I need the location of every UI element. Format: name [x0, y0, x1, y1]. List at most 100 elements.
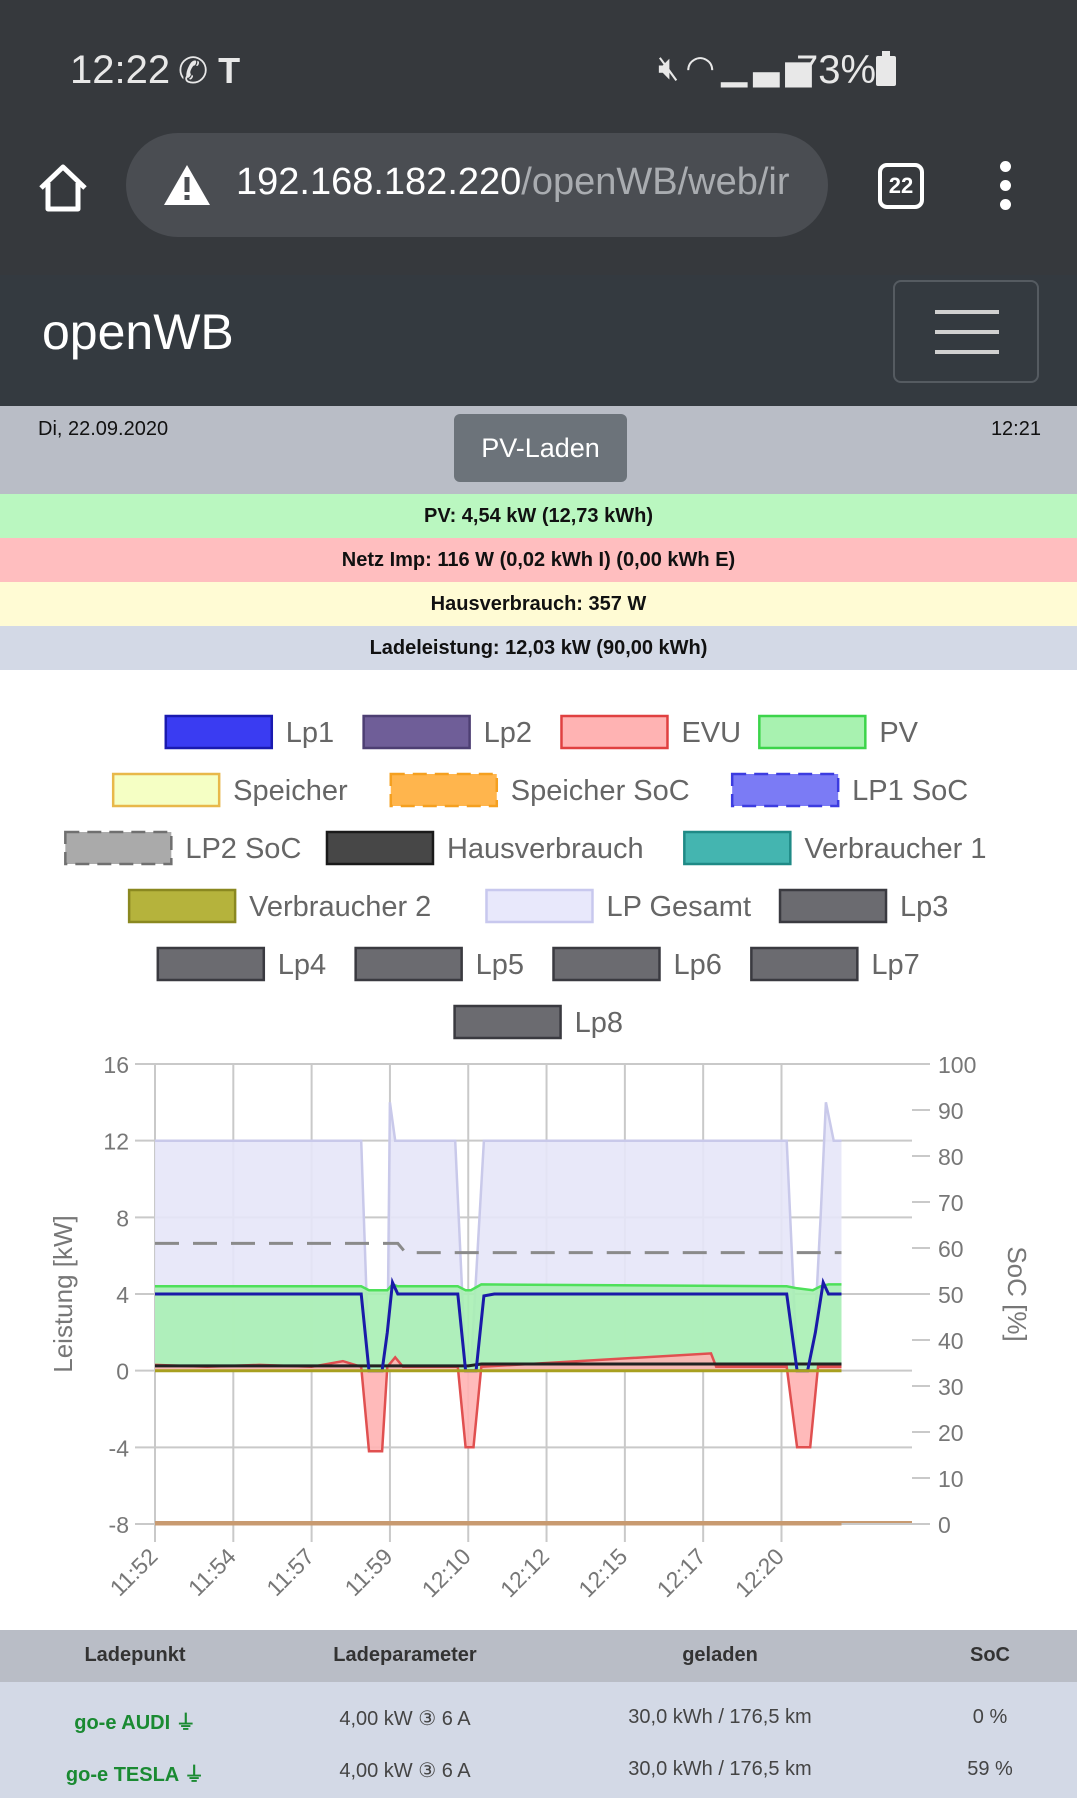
y2-tick-label: 50	[938, 1282, 964, 1308]
charge-mode-button[interactable]: PV-Laden	[454, 414, 627, 482]
legend-swatch-lp-gesamt	[485, 888, 594, 924]
legend-label[interactable]: Lp8	[575, 1007, 623, 1039]
legend-label[interactable]: PV	[879, 717, 918, 749]
legend-swatch-speicher	[111, 772, 221, 808]
y-tick-label: 0	[116, 1359, 129, 1385]
x-tick-label: 11:54	[183, 1543, 241, 1601]
y2-tick-label: 10	[938, 1466, 964, 1492]
current-time: 12:21	[990, 418, 1041, 440]
info-strip: Di, 22.09.2020 PV-Laden 12:21	[0, 406, 1077, 494]
soc-value: 0 %	[972, 1706, 1008, 1728]
wifi-icon: ◠	[685, 49, 722, 87]
legend-label[interactable]: Verbraucher 2	[249, 891, 431, 923]
legend-swatch-lp2-soc	[64, 830, 173, 866]
charged-energy: 30,0 kWh / 176,5 km	[628, 1706, 812, 1728]
legend-label[interactable]: Lp7	[871, 949, 919, 981]
charge-points-table-body: go-e AUDI ⏚ 4,00 kW ③ 6 A 30,0 kWh / 176…	[0, 1682, 1077, 1798]
y2-tick-label: 90	[938, 1098, 964, 1124]
legend-label[interactable]: Speicher	[233, 775, 348, 807]
x-tick-label: 12:20	[730, 1543, 789, 1602]
system-icons: 🔇︎◠▁▃▅	[658, 48, 818, 88]
y-tick-label: -4	[109, 1435, 130, 1461]
legend-label[interactable]: Speicher SoC	[511, 775, 690, 807]
series-hausverbrauch-line	[155, 1362, 842, 1368]
legend-swatch-lp5	[354, 946, 463, 982]
legend-swatch-lp8	[453, 1004, 562, 1040]
x-tick-label: 12:12	[495, 1543, 554, 1602]
x-tick-label: 11:52	[105, 1543, 163, 1601]
status-bar: 12:22 ✆T 🔇︎◠▁▃▅ 73%	[0, 0, 1077, 125]
legend-label[interactable]: LP2 SoC	[185, 833, 301, 865]
more-menu-icon[interactable]	[990, 161, 1020, 217]
status-time: 12:22	[70, 48, 171, 92]
hamburger-menu-button[interactable]	[893, 280, 1039, 383]
power-chart: Lp1 Lp2 EVU PV Speicher Speicher SoC LP1 SoC LP…	[0, 670, 1077, 1630]
y2-tick-label: 30	[938, 1374, 964, 1400]
legend-swatch-speicher-soc	[389, 772, 499, 808]
x-tick-label: 12:15	[573, 1543, 632, 1602]
house-consumption-summary: Hausverbrauch: 357 W	[0, 582, 1077, 626]
tab-count-button[interactable]: 22	[878, 163, 924, 209]
x-tick-label: 12:10	[417, 1543, 476, 1602]
address-bar[interactable]: 192.168.182.220/openWB/web/ir	[126, 133, 828, 237]
plug-icon: ⏚	[175, 1712, 196, 1734]
charge-point-name[interactable]: go-e AUDI ⏚	[74, 1712, 196, 1734]
y2-tick-label: 100	[938, 1052, 976, 1078]
hamburger-icon	[935, 310, 999, 314]
y2-tick-label: 20	[938, 1420, 964, 1446]
legend-swatch-lp2	[362, 714, 471, 750]
legend-swatch-lp7	[750, 946, 859, 982]
warning-icon[interactable]	[162, 163, 212, 207]
y-tick-label: 16	[103, 1052, 129, 1078]
grid-summary: Netz Imp: 116 W (0,02 kWh I) (0,00 kWh E…	[0, 538, 1077, 582]
legend-swatch-evu	[560, 714, 669, 750]
y2-tick-label: 80	[938, 1144, 964, 1170]
soc-value: 59 %	[967, 1758, 1013, 1780]
y2-tick-label: 70	[938, 1190, 964, 1216]
y-tick-label: 8	[116, 1205, 129, 1231]
charge-params: 4,00 kW ③ 6 A	[339, 1708, 471, 1730]
y-tick-label: -8	[109, 1512, 129, 1538]
url-text[interactable]: 192.168.182.220/openWB/web/ir	[236, 161, 790, 204]
home-icon[interactable]	[36, 161, 90, 215]
header-ladeparameter: Ladeparameter	[333, 1644, 477, 1666]
charge-params: 4,00 kW ③ 6 A	[339, 1760, 471, 1782]
tesla-icon: T	[218, 50, 251, 91]
legend-swatch-verbraucher-1	[683, 830, 792, 866]
legend-label[interactable]: Hausverbrauch	[447, 833, 644, 865]
legend-label[interactable]: Lp2	[484, 717, 532, 749]
legend-swatch-hausverbrauch	[325, 830, 435, 866]
app-brand[interactable]: openWB	[42, 304, 234, 360]
browser-toolbar: 192.168.182.220/openWB/web/ir 22	[0, 125, 1077, 275]
y2-tick-label: 40	[938, 1328, 964, 1354]
series-evu-area	[155, 1353, 842, 1452]
legend-label[interactable]: Lp1	[286, 717, 334, 749]
legend-label[interactable]: Lp5	[476, 949, 524, 981]
legend-label[interactable]: LP Gesamt	[606, 891, 751, 923]
legend-label[interactable]: Lp3	[900, 891, 948, 923]
plug-icon: ⏚	[184, 1764, 205, 1786]
y2-tick-label: 60	[938, 1236, 964, 1262]
charging-power-summary: Ladeleistung: 12,03 kW (90,00 kWh)	[0, 626, 1077, 670]
legend-label[interactable]: Lp4	[278, 949, 326, 981]
legend-label[interactable]: LP1 SoC	[852, 775, 968, 807]
y-axis-label: Leistung [kW]	[48, 1215, 78, 1373]
legend-label[interactable]: EVU	[681, 717, 741, 749]
legend-swatch-lp3	[778, 888, 888, 924]
notification-icons: ✆T	[178, 50, 250, 92]
header-ladepunkt: Ladepunkt	[84, 1644, 186, 1666]
whatsapp-icon: ✆	[178, 50, 219, 91]
battery-level: 73%	[796, 48, 877, 92]
y-tick-label: 4	[116, 1282, 129, 1308]
charge-point-name[interactable]: go-e TESLA ⏚	[65, 1764, 205, 1786]
app-navbar: openWB	[0, 275, 1077, 406]
url-host: 192.168.182.220	[236, 161, 522, 203]
legend-label[interactable]: Lp6	[674, 949, 722, 981]
legend-label[interactable]: Verbraucher 1	[804, 833, 986, 865]
x-tick-label: 12:17	[652, 1543, 711, 1602]
series-pv-line	[155, 1282, 842, 1292]
header-soc: SoC	[970, 1644, 1010, 1666]
mute-icon: 🔇︎	[658, 49, 686, 87]
x-tick-label: 11:59	[340, 1543, 398, 1601]
legend-swatch-lp1-soc	[730, 772, 840, 808]
